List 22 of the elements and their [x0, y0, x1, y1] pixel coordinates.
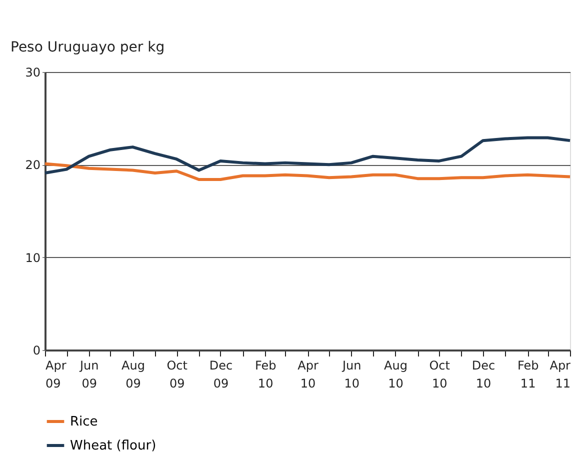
x-tick-label: Dec 09	[209, 358, 233, 390]
x-tick-label: Apr 11	[550, 358, 571, 390]
y-tick-label: 30	[25, 66, 40, 80]
y-tick-label: 20	[25, 158, 40, 172]
line-series	[44, 136, 572, 175]
x-tick-label: Aug 09	[122, 358, 145, 390]
x-tick-label: Oct 09	[166, 358, 188, 390]
x-tick-label: Feb 10	[254, 358, 276, 390]
x-tick-label: Apr 09	[46, 358, 66, 390]
line-series	[44, 162, 572, 181]
y-axis-title: Peso Uruguayo per kg	[10, 40, 165, 56]
legend-label: Wheat (flour)	[70, 438, 156, 454]
x-tick-label: Aug 10	[384, 358, 408, 390]
x-tick-label: Apr 10	[298, 358, 318, 390]
x-tick-label: Dec 10	[472, 358, 496, 390]
y-tick-label: 0	[32, 344, 40, 358]
legend-label: Rice	[70, 414, 98, 430]
x-tick-label: Oct 10	[429, 358, 450, 390]
y-tick-label: 10	[25, 250, 40, 265]
x-tick-label: Jun 09	[78, 358, 99, 390]
x-tick-label: Feb 11	[517, 358, 539, 390]
x-tick-label: Jun 10	[341, 358, 362, 390]
